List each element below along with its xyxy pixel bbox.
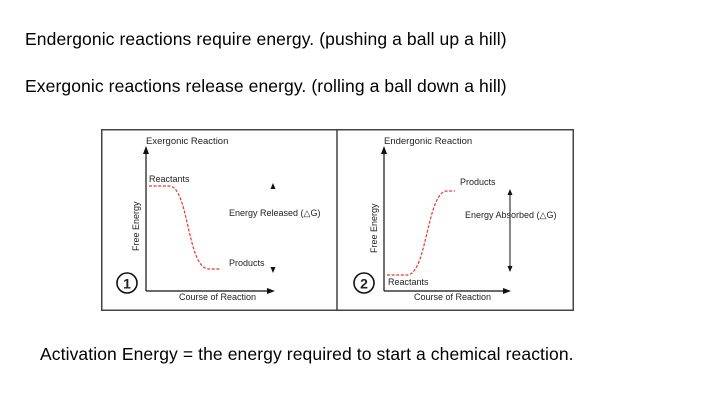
exergonic-x-arrow: [267, 288, 275, 294]
exergonic-title: Exergonic Reaction: [146, 136, 228, 147]
endergonic-reactants-label: Reactants: [388, 277, 429, 287]
activation-energy-definition: Activation Energy = the energy required …: [40, 344, 574, 364]
exergonic-products-label: Products: [229, 258, 265, 268]
endergonic-y-arrow: [381, 146, 387, 154]
exergonic-number-badge: [116, 272, 138, 294]
exergonic-y-arrow: [143, 146, 149, 154]
exergonic-reactants-label: Reactants: [149, 174, 190, 184]
exergonic-x-label: Course of Reaction: [179, 292, 256, 302]
exergonic-y-label: Free Energy: [131, 201, 141, 251]
exergonic-number: 1: [123, 276, 131, 292]
endergonic-delta-arrow-top: [507, 189, 513, 195]
endergonic-products-label: Products: [460, 177, 496, 187]
endergonic-number-badge: [353, 272, 375, 294]
exergonic-curve: [149, 185, 221, 270]
endergonic-panel: Endergonic Reaction Free Energy Course o…: [353, 136, 556, 302]
exergonic-delta-arrow-top: [270, 183, 276, 189]
endergonic-delta-label: Energy Absorbed (△G): [465, 210, 556, 220]
endergonic-x-label: Course of Reaction: [414, 292, 491, 302]
endergonic-delta-arrow-bottom: [507, 266, 513, 272]
endergonic-title: Endergonic Reaction: [384, 136, 472, 147]
endergonic-y-label: Free Energy: [369, 203, 379, 253]
endergonic-x-arrow: [503, 288, 511, 294]
exergonic-panel: Exergonic Reaction Free Energy Course of…: [116, 136, 320, 302]
exergonic-definition: Exergonic reactions release energy. (rol…: [25, 76, 507, 96]
exergonic-delta-label: Energy Released (△G): [229, 208, 320, 218]
energy-diagram-figure: Exergonic Reaction Free Energy Course of…: [101, 129, 574, 311]
endergonic-number: 2: [360, 276, 368, 292]
endergonic-curve: [387, 190, 455, 276]
endergonic-definition: Endergonic reactions require energy. (pu…: [25, 29, 507, 49]
exergonic-delta-arrow-bottom: [270, 267, 276, 273]
